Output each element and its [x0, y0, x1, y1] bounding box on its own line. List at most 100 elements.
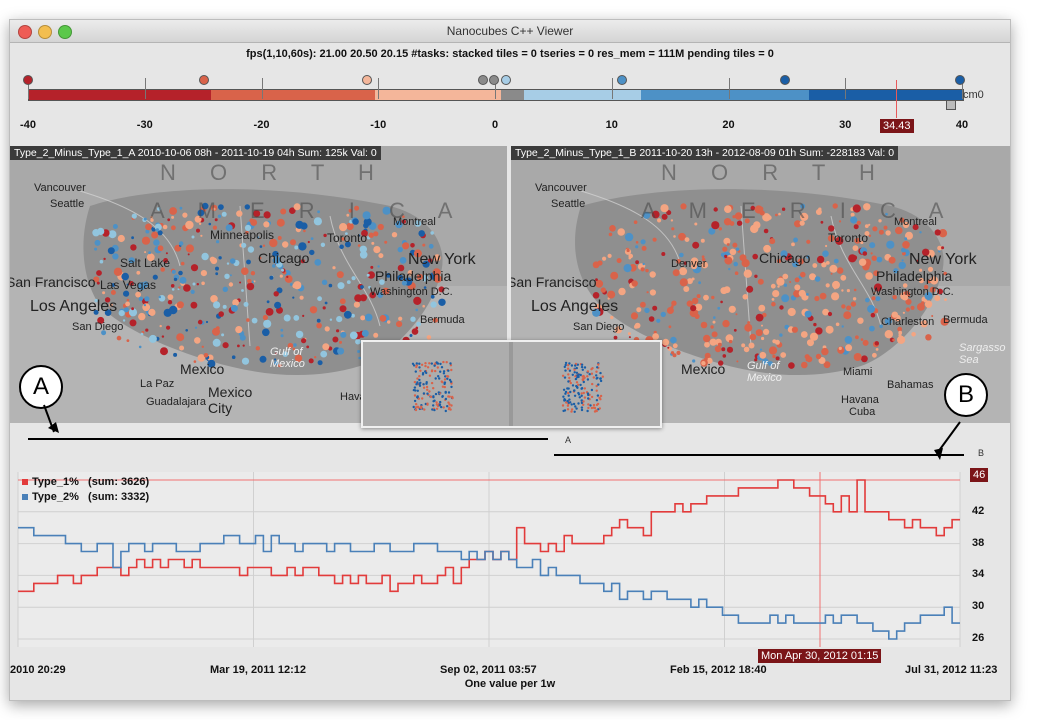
heat-dot [301, 338, 307, 344]
colorbar-control-point[interactable] [489, 75, 499, 85]
heat-dot [825, 283, 830, 288]
inset-dot [596, 394, 600, 397]
heat-dot [869, 242, 876, 249]
colorbar-control-point[interactable] [478, 75, 488, 85]
heat-dot [902, 294, 909, 301]
heat-dot [768, 361, 773, 367]
heat-dot [410, 316, 416, 322]
legend-item-type2[interactable]: Type_2% (sum: 3332) [22, 489, 149, 504]
inset-dot [415, 403, 418, 406]
inset-dot [595, 370, 598, 373]
inset-dot [413, 394, 417, 397]
heat-dot [217, 214, 222, 218]
heat-dot [862, 251, 868, 256]
inset-dot [418, 362, 421, 365]
heat-dot [143, 304, 146, 307]
heat-dot [686, 300, 693, 307]
heat-dot [286, 275, 289, 278]
colorbar-control-point[interactable] [955, 75, 965, 85]
inset-dot [568, 362, 571, 365]
inset-dot [575, 407, 578, 410]
heat-dot [339, 298, 346, 305]
heat-dot [353, 301, 360, 308]
heat-dot [758, 206, 764, 212]
heat-dot [112, 224, 118, 229]
legend-label-type1: Type_1% [32, 475, 79, 488]
heat-dot [723, 218, 732, 226]
colorbar-control-point[interactable] [23, 75, 33, 85]
map-panel-a[interactable]: Type_2_Minus_Type_1_A 2010-10-06 08h - 2… [10, 146, 507, 423]
heat-dot [272, 264, 276, 268]
close-window-button[interactable] [18, 25, 32, 39]
heat-dot [772, 339, 777, 344]
colorbar-control-point[interactable] [780, 75, 790, 85]
heat-dot [832, 280, 840, 289]
heat-dot [97, 316, 105, 324]
colorbar[interactable] [28, 89, 964, 101]
heat-dot [804, 310, 812, 318]
map-b-label-toronto: Toronto [828, 231, 869, 245]
heat-dot [592, 292, 600, 299]
selection-a-line[interactable] [28, 438, 548, 440]
heat-dot [396, 321, 403, 328]
heat-dot [919, 231, 922, 234]
inset-dot [563, 376, 567, 379]
map-b-label-charleston: Charleston [881, 316, 935, 328]
heat-dot [869, 325, 875, 332]
colorbar-handle[interactable] [946, 100, 956, 110]
inset-dot [418, 382, 421, 386]
legend-sum-type2: (sum: 3332) [88, 490, 150, 503]
heat-dot [929, 286, 936, 293]
heat-dot [126, 283, 129, 286]
map-a-label-minneapolis: Minneapolis [210, 228, 275, 242]
heat-dot [704, 352, 711, 359]
inset-dot [569, 381, 572, 385]
heat-dot [212, 225, 217, 230]
heat-dot [210, 295, 218, 303]
time-series-chart[interactable] [10, 467, 1010, 667]
selection-b-line[interactable] [554, 454, 964, 456]
heat-dot [259, 355, 267, 363]
colorbar-tick-label: 40 [955, 119, 969, 131]
heat-dot [320, 242, 326, 247]
map-a-label-chicago: Chicago [258, 250, 310, 266]
heat-dot [694, 313, 700, 319]
heat-dot [263, 221, 270, 228]
heat-dot [230, 304, 238, 312]
heat-dot [925, 334, 932, 341]
legend-item-type1[interactable]: Type_1% (sum: 3626) [22, 474, 149, 489]
inset-dot [439, 362, 442, 366]
heat-dot [197, 209, 205, 217]
heat-dot [683, 286, 690, 292]
heat-dot [415, 308, 419, 312]
heat-dot [377, 292, 384, 298]
heat-dot [295, 330, 304, 339]
inset-overview[interactable] [361, 340, 662, 428]
heat-dot [316, 322, 322, 329]
heat-dot [258, 256, 262, 260]
colorbar-control-point[interactable] [362, 75, 372, 85]
heat-dot [361, 229, 368, 237]
heat-dot [635, 245, 639, 249]
heat-dot [718, 360, 724, 366]
inset-dot [580, 401, 584, 405]
heat-dot [259, 245, 263, 248]
inset-dot [597, 383, 600, 386]
inset-dot [595, 389, 598, 392]
heat-dot [126, 339, 130, 342]
minimize-window-button[interactable] [38, 25, 52, 39]
heat-dot [814, 276, 821, 282]
heat-dot [901, 259, 904, 262]
inset-dot [426, 392, 429, 395]
zoom-window-button[interactable] [58, 25, 72, 39]
heat-dot [931, 315, 934, 317]
colorbar-control-point[interactable] [501, 75, 511, 85]
heat-dot [355, 338, 361, 345]
heat-dot [299, 295, 304, 300]
inset-dot [432, 404, 435, 407]
heat-dot [171, 225, 176, 231]
colorbar-control-point[interactable] [199, 75, 209, 85]
heat-dot [94, 247, 98, 251]
heat-dot [701, 361, 706, 366]
colorbar-control-point[interactable] [617, 75, 627, 85]
